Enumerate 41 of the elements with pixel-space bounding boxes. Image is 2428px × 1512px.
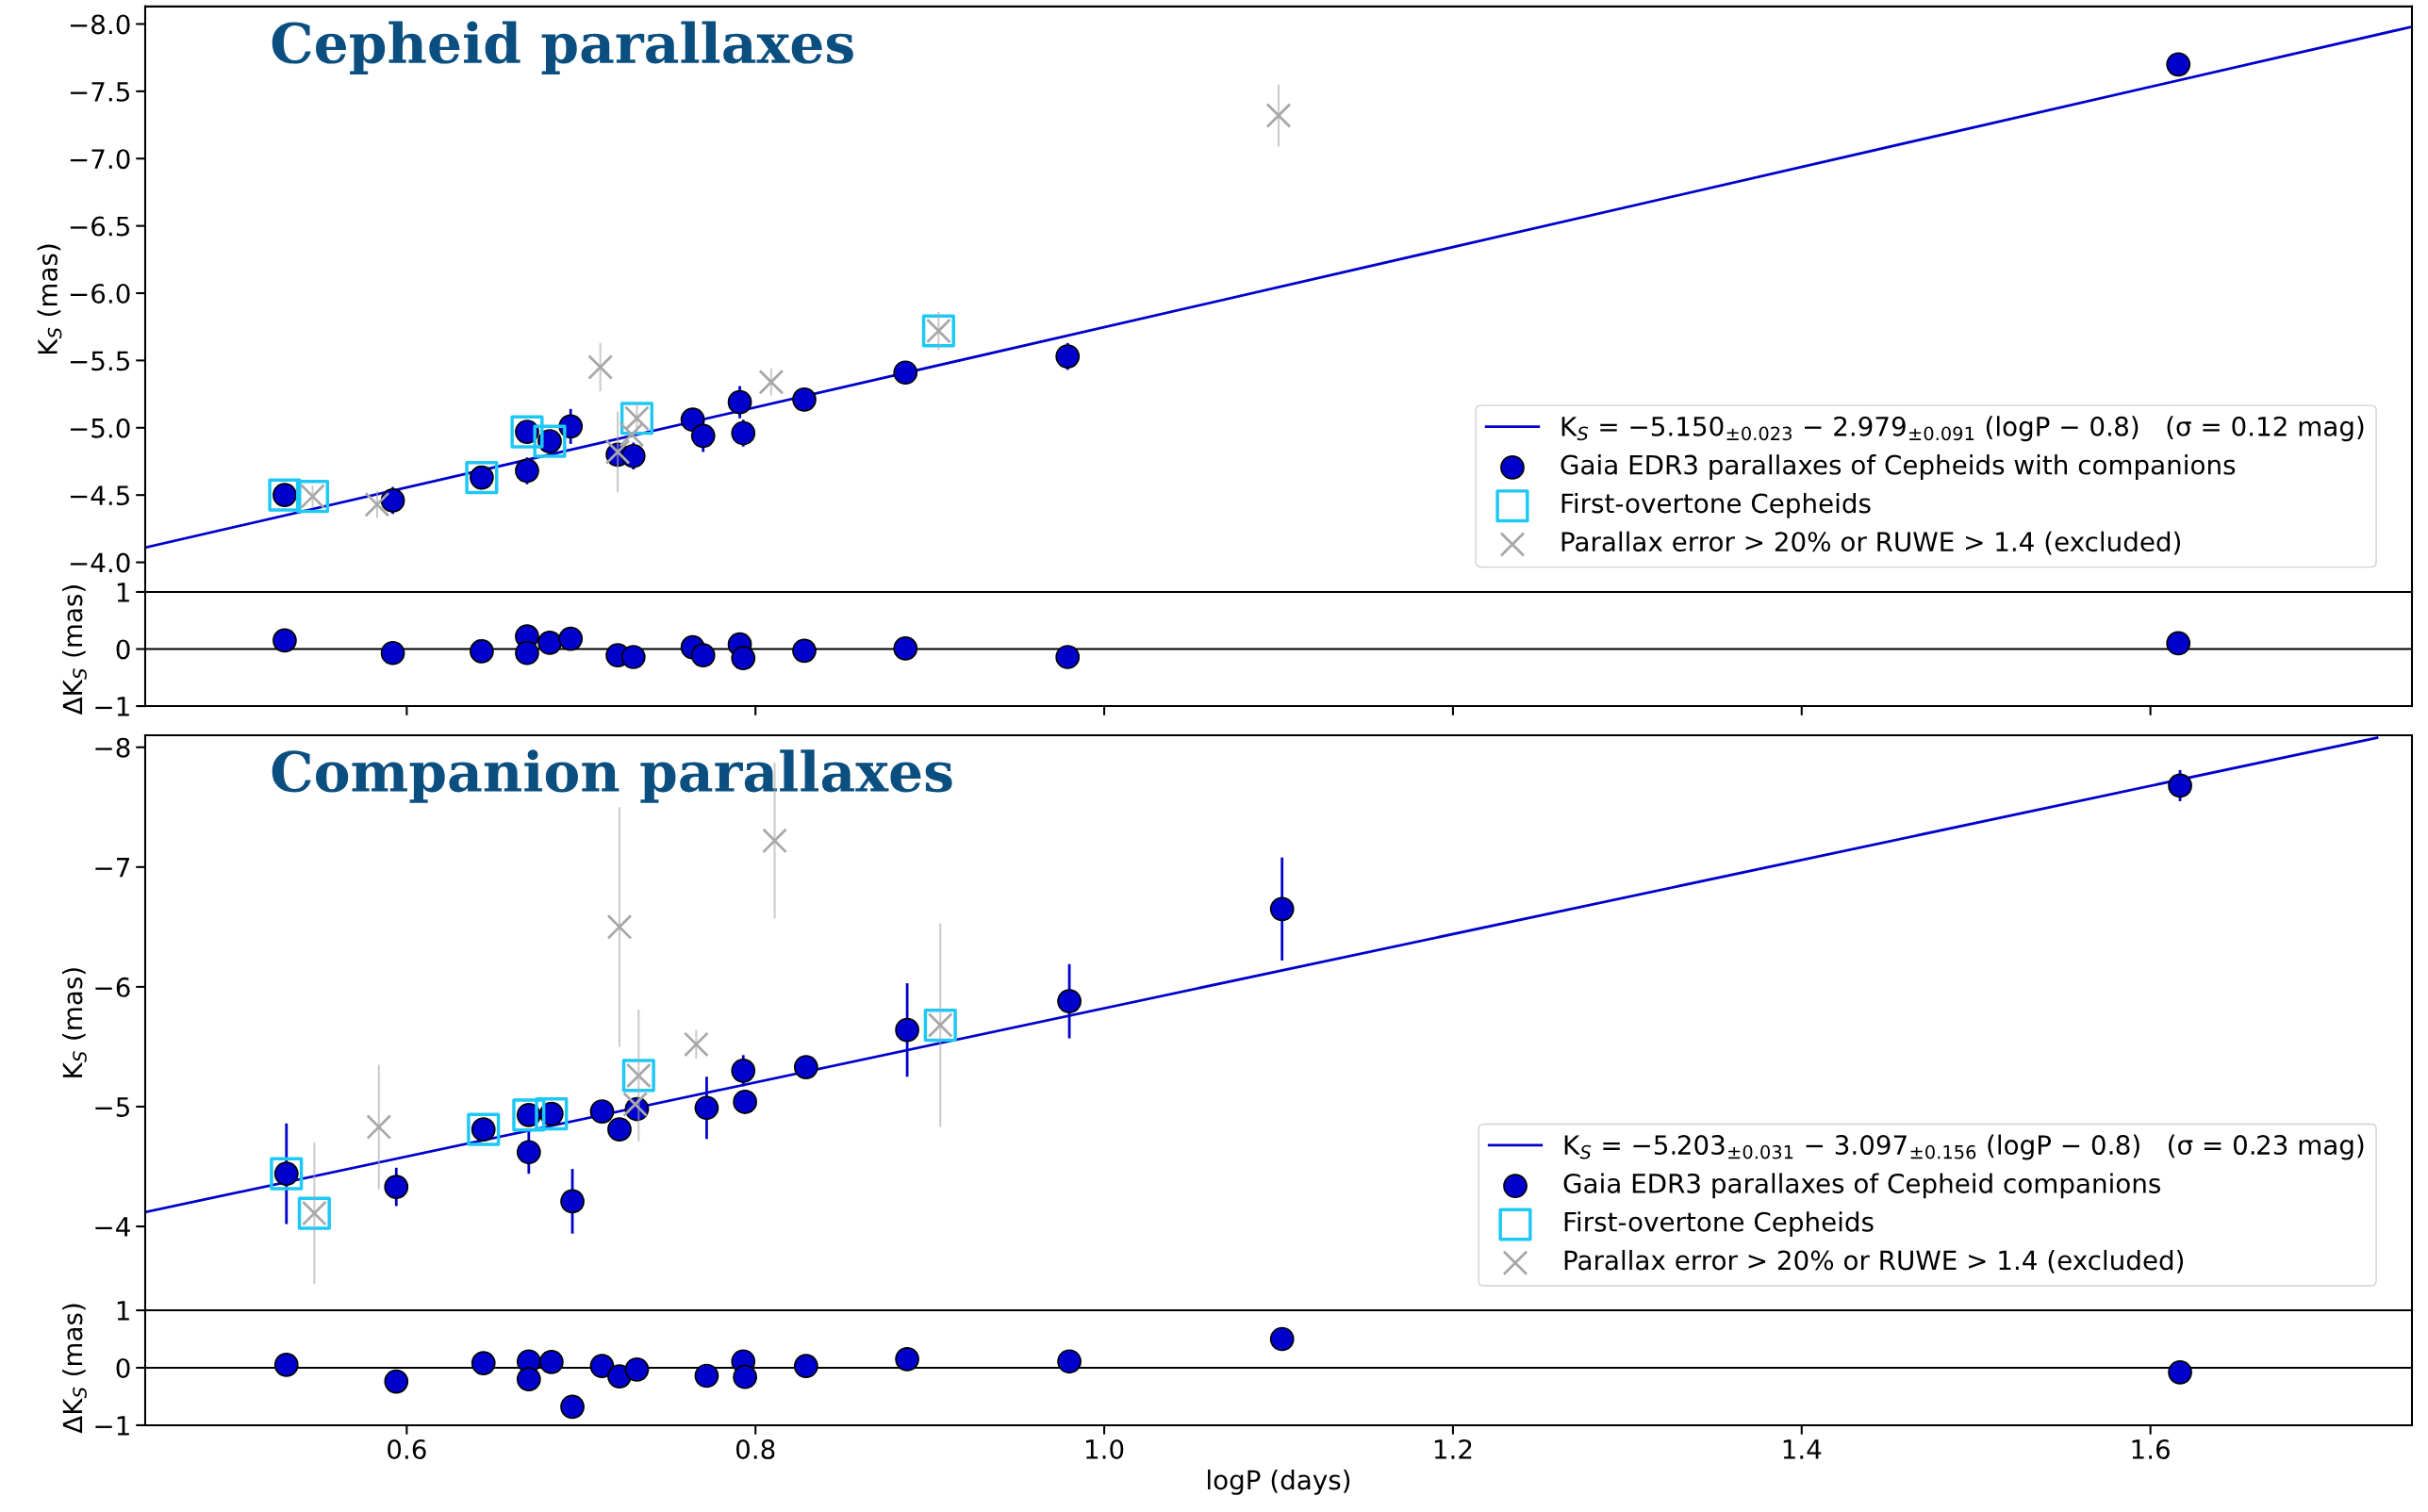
- y-axis-title: ΔK$_{S}$ (mas): [62, 585, 87, 715]
- y-tick-label: −6: [95, 977, 130, 997]
- y-axis-title: K$_{S}$ (mas): [37, 244, 62, 354]
- x-tick-label: 1.6: [2132, 1439, 2170, 1460]
- legend-label: First-overtone Cepheids: [1564, 1211, 1874, 1238]
- x-axis-title: logP (days): [1208, 1469, 1350, 1495]
- y-tick-label: 1: [117, 1301, 129, 1321]
- y-tick-label: −4.5: [70, 485, 129, 506]
- x-tick-label: 1.2: [1434, 1439, 1472, 1459]
- legend-label: K$_{S}$ = −5.150$_{±0.023}$ − 2.979$_{±0.091}$ (logP − 0.8) (σ = 0.12 mag): [1561, 416, 2364, 442]
- y-tick-label: −1: [95, 697, 129, 716]
- y-axis-title: K$_{S}$ (mas): [62, 968, 87, 1077]
- legend-label: K$_{S}$ = −5.203$_{±0.031}$ − 3.097$_{±0.156}$ (logP − 0.8) (σ = 0.23 mag): [1564, 1134, 2364, 1160]
- legend-label: Parallax error > 20% or RUWE > 1.4 (excluded): [1561, 531, 2181, 555]
- y-tick-label: −4: [95, 1217, 130, 1237]
- y-tick-label: −5: [95, 1097, 129, 1117]
- legend-label: First-overtone Cepheids: [1561, 492, 1871, 518]
- y-tick-label: 0: [116, 1357, 130, 1378]
- y-tick-label: −6.5: [70, 216, 129, 237]
- y-axis-title: ΔK$_{S}$ (mas): [62, 1304, 87, 1434]
- y-tick-label: −7.0: [70, 149, 130, 170]
- y-tick-label: −1: [95, 1416, 129, 1436]
- x-tick-label: 0.8: [735, 1439, 775, 1460]
- y-tick-label: −5.0: [70, 418, 130, 438]
- x-tick-label: 1.0: [1086, 1439, 1124, 1460]
- chart-title: Cepheid parallaxes: [272, 21, 853, 74]
- y-tick-label: −7: [95, 858, 130, 878]
- y-tick-label: −8: [95, 737, 130, 758]
- y-tick-label: 1: [117, 583, 129, 602]
- legend-label: Parallax error > 20% or RUWE > 1.4 (excluded): [1564, 1249, 2184, 1274]
- legend-label: Gaia EDR3 parallaxes of Cepheids with companions: [1561, 454, 2236, 480]
- y-tick-label: −5.5: [70, 351, 129, 371]
- chart-title: Companion parallaxes: [272, 749, 952, 803]
- y-tick-label: −6.0: [70, 283, 130, 304]
- y-tick-label: −4.0: [70, 552, 130, 573]
- x-tick-label: 0.6: [388, 1439, 426, 1460]
- legend-label: Gaia EDR3 parallaxes of Cepheid companions: [1563, 1173, 2161, 1199]
- y-tick-label: 0: [116, 639, 130, 660]
- x-tick-label: 1.4: [1783, 1439, 1822, 1459]
- y-tick-label: −8.0: [70, 14, 130, 35]
- y-tick-label: −7.5: [70, 82, 129, 102]
